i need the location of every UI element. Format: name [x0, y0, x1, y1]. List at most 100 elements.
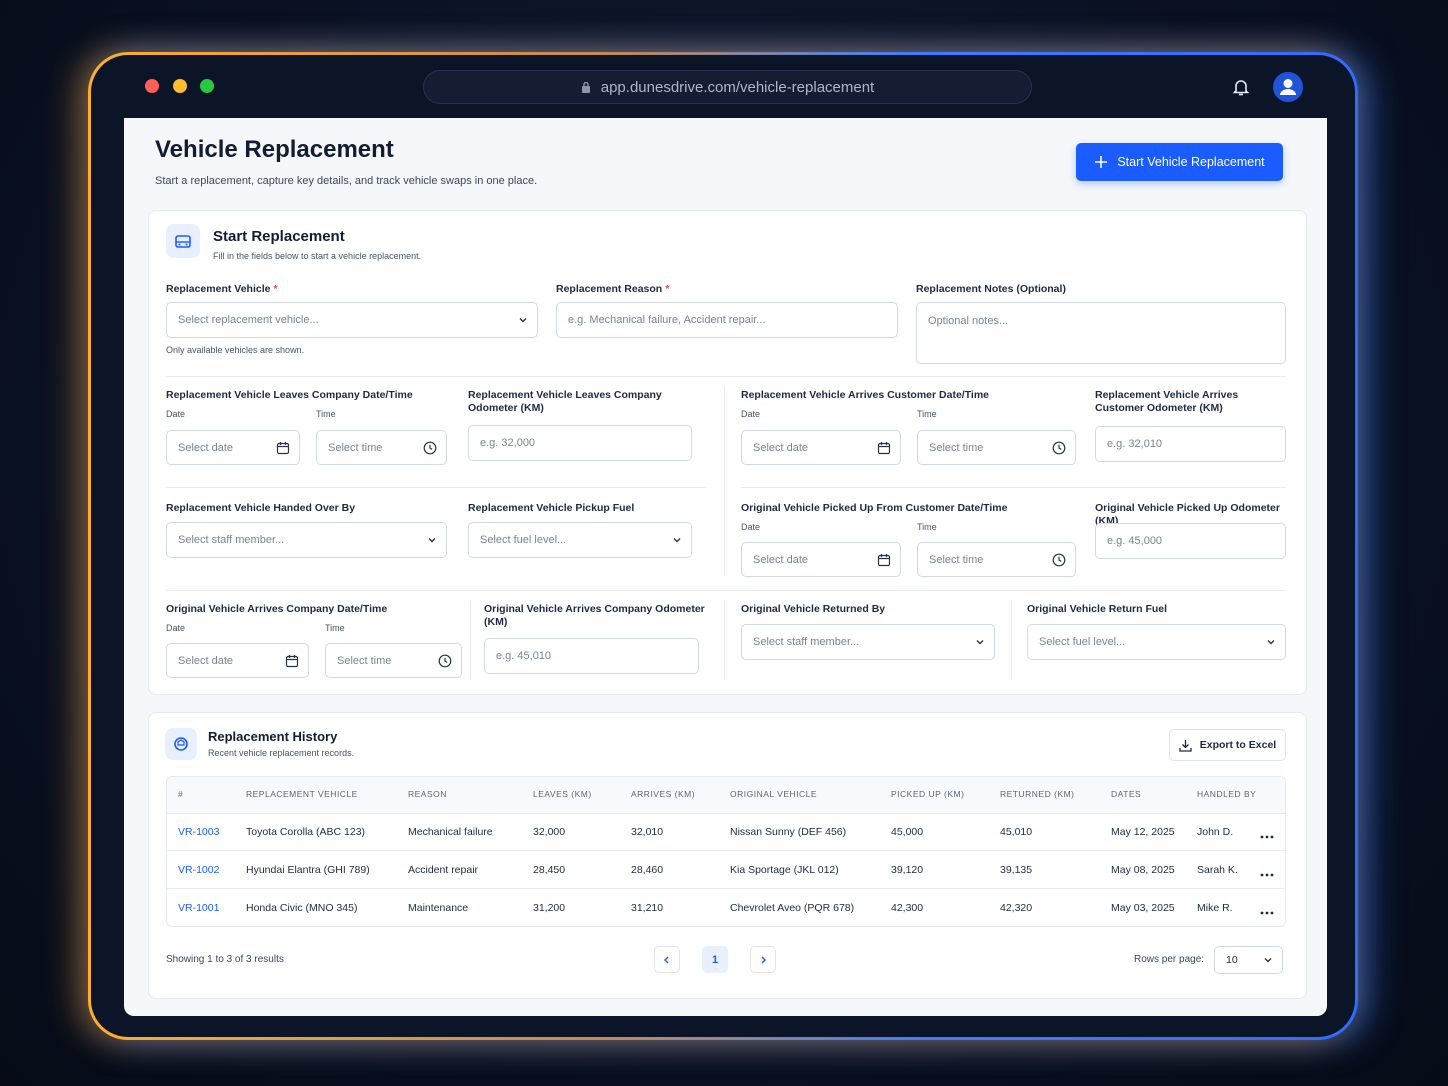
field-label: Replacement Vehicle Arrives Customer Dat… [741, 389, 990, 401]
select[interactable]: Select replacement vehicle... [166, 302, 538, 338]
record-id[interactable]: VR-1003 [178, 826, 220, 838]
select[interactable]: Select fuel level... [468, 522, 692, 558]
text-input[interactable]: e.g. Mechanical failure, Accident repair… [556, 302, 898, 338]
cell: Accident repair [408, 864, 479, 876]
field-label: Replacement Reason * [556, 283, 669, 296]
column-header: LEAVES (KM) [533, 789, 592, 799]
text-input[interactable]: e.g. 32,000 [468, 425, 692, 461]
time-input[interactable]: Select time [316, 430, 447, 465]
icon [1052, 441, 1066, 454]
cell: Mike R. [1197, 902, 1233, 914]
cell: May 08, 2025 [1111, 864, 1175, 876]
icon [976, 640, 984, 645]
next-page[interactable] [750, 946, 776, 973]
results-summary: Showing 1 to 3 of 3 results [166, 954, 284, 965]
placeholder: Select fuel level... [480, 534, 567, 546]
page-button[interactable]: 1 [702, 946, 728, 973]
avatar[interactable] [1272, 71, 1304, 103]
time-input[interactable]: Select time [917, 542, 1076, 577]
column-header: HANDLED BY [1197, 789, 1257, 799]
placeholder: Select date [178, 654, 234, 667]
cell: 45,010 [1000, 826, 1033, 838]
placeholder: Select time [328, 441, 383, 454]
divider [1011, 600, 1012, 680]
field-label: Replacement Vehicle Leaves Company Date/… [166, 389, 413, 401]
icon [877, 441, 891, 454]
page-subtitle: Start a replacement, capture key details… [155, 175, 538, 187]
text-input[interactable]: e.g. 32,010 [1095, 426, 1286, 462]
record-id[interactable]: VR-1002 [178, 864, 220, 876]
cell: 31,210 [631, 902, 664, 914]
start-button[interactable]: Start Vehicle Replacement [1076, 143, 1283, 181]
close-dot[interactable] [145, 79, 159, 93]
cell: 31,200 [533, 902, 566, 914]
select[interactable]: Select staff member... [741, 624, 995, 660]
divider [166, 590, 1286, 591]
rows-per-page-select[interactable]: 10 [1214, 946, 1283, 974]
time-input[interactable]: Select time [917, 430, 1076, 465]
column-header: ORIGINAL VEHICLE [730, 789, 818, 799]
date-input[interactable]: Select date [741, 430, 901, 465]
cell: 32,010 [631, 826, 664, 838]
date-input[interactable]: Select date [741, 542, 901, 577]
placeholder: e.g. Mechanical failure, Accident repair… [568, 314, 766, 326]
export-label: Export to Excel [1199, 739, 1277, 751]
date-label: Date [741, 522, 761, 532]
cell: Toyota Corolla (ABC 123) [246, 826, 366, 838]
select[interactable]: Select fuel level... [1027, 624, 1286, 660]
required-mark: * [273, 283, 278, 295]
cell: Maintenance [408, 902, 469, 914]
icon [673, 538, 681, 543]
row-actions[interactable] [1260, 865, 1274, 883]
icon [276, 441, 290, 454]
date-input[interactable]: Select date [166, 430, 300, 465]
row-divider [167, 850, 1285, 851]
history-icon [165, 728, 197, 760]
icon [1267, 640, 1275, 645]
date-label: Date [741, 409, 761, 419]
history-title: Replacement History [208, 729, 338, 744]
column-header: REASON [408, 789, 447, 799]
cell: Hyundai Elantra (GHI 789) [246, 864, 370, 876]
cell: Kia Sportage (JKL 012) [730, 864, 839, 876]
text-input[interactable]: e.g. 45,010 [484, 638, 699, 674]
time-input[interactable]: Select time [325, 643, 462, 678]
icon [877, 553, 891, 566]
page-title: Vehicle Replacement [155, 136, 394, 163]
cell: 42,300 [891, 902, 924, 914]
placeholder: Select replacement vehicle... [178, 314, 319, 326]
record-id[interactable]: VR-1001 [178, 902, 220, 914]
time-label: Time [316, 409, 336, 419]
time-label: Time [325, 623, 345, 633]
field-label: Replacement Vehicle Pickup Fuel [468, 502, 635, 514]
textarea[interactable]: Optional notes... [916, 302, 1286, 364]
column-header: ARRIVES (KM) [631, 789, 696, 799]
cell: 28,450 [533, 864, 566, 876]
column-header: DATES [1111, 789, 1142, 799]
prev-page[interactable] [654, 946, 680, 973]
placeholder: Select time [929, 441, 984, 454]
export-button[interactable]: Export to Excel [1169, 729, 1286, 761]
cell: Mechanical failure [408, 826, 493, 838]
row-actions[interactable] [1260, 903, 1274, 921]
column-header: PICKED UP (KM) [891, 789, 965, 799]
cell: 32,000 [533, 826, 566, 838]
time-label: Time [917, 522, 937, 532]
icon [423, 441, 437, 454]
row-actions[interactable] [1260, 827, 1274, 845]
icon [428, 538, 436, 543]
maximize-dot[interactable] [200, 79, 214, 93]
date-input[interactable]: Select date [166, 643, 309, 678]
text-input[interactable]: e.g. 45,000 [1095, 523, 1286, 559]
placeholder: Select date [753, 553, 809, 566]
cell: 28,460 [631, 864, 664, 876]
notifications[interactable] [1231, 77, 1251, 97]
column-header: RETURNED (KM) [1000, 789, 1075, 799]
minimize-dot[interactable] [173, 79, 187, 93]
icon [285, 654, 299, 667]
url-bar[interactable]: app.dunesdrive.com/vehicle-replacement [423, 70, 1032, 104]
row-divider [167, 888, 1285, 889]
cell: 45,000 [891, 826, 924, 838]
select[interactable]: Select staff member... [166, 522, 447, 558]
